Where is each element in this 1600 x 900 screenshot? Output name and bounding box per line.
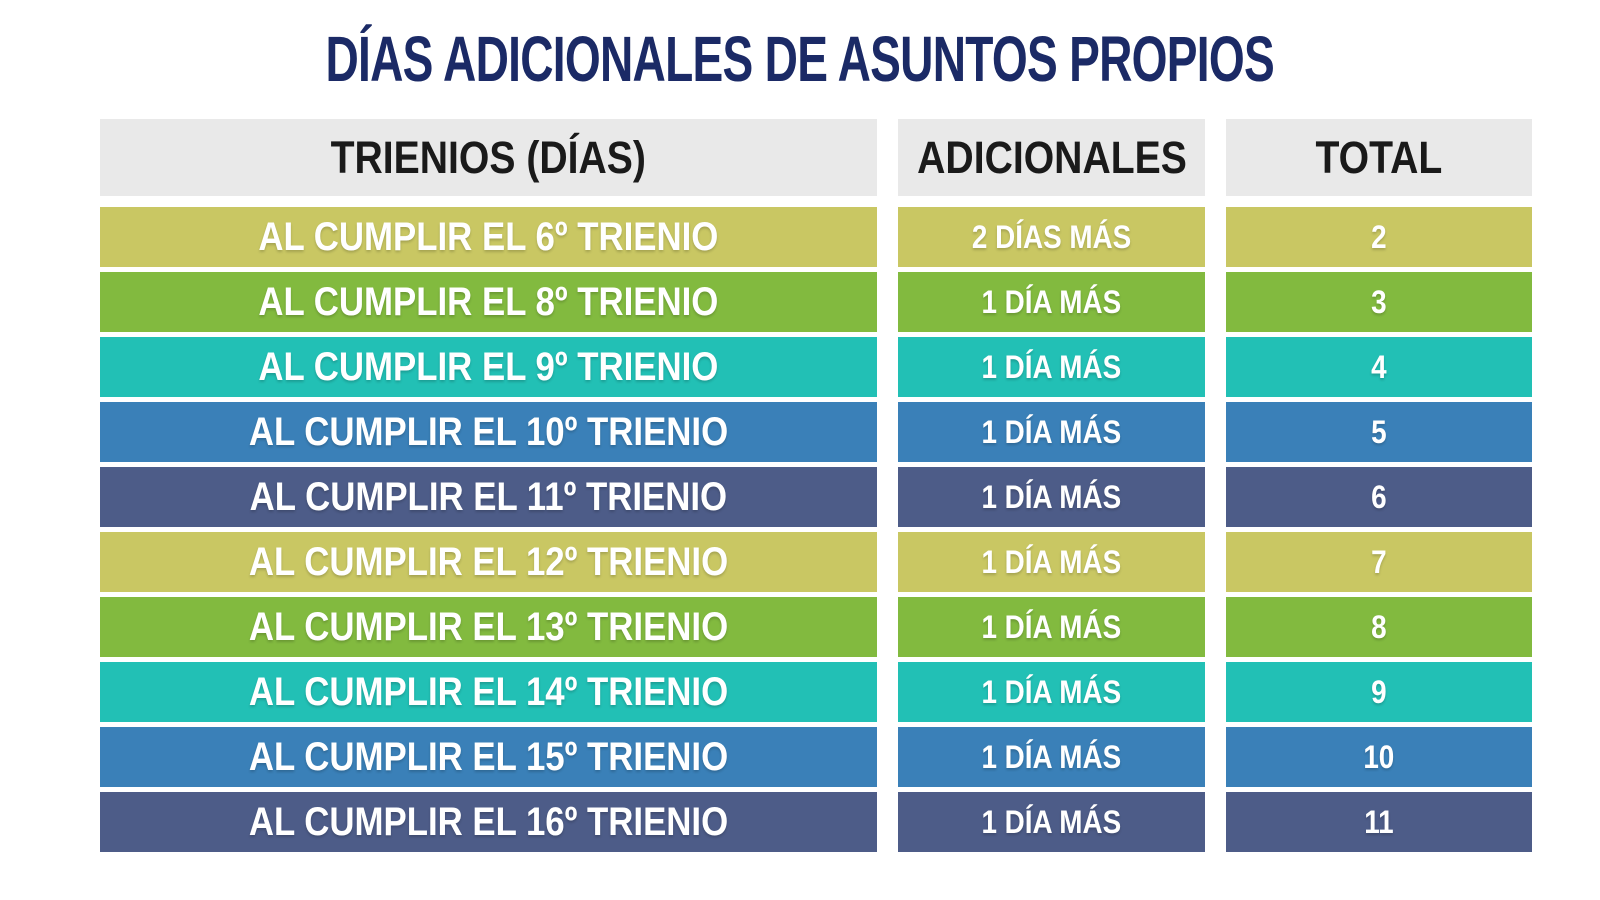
- adicionales-label: 1 DÍA MÁS: [981, 348, 1122, 385]
- table-row: AL CUMPLIR EL 11º TRIENIO 1 DÍA MÁS 6: [100, 467, 1532, 527]
- total-cell: 4: [1226, 337, 1532, 397]
- total-cell: 5: [1226, 402, 1532, 462]
- trienio-cell: AL CUMPLIR EL 6º TRIENIO: [100, 207, 877, 267]
- trienio-label: AL CUMPLIR EL 13º TRIENIO: [248, 604, 729, 649]
- adicionales-cell: 1 DÍA MÁS: [898, 532, 1205, 592]
- total-cell: 9: [1226, 662, 1532, 722]
- header-trienios-label: TRIENIOS (DÍAS): [330, 131, 647, 183]
- total-cell: 7: [1226, 532, 1532, 592]
- adicionales-cell: 2 DÍAS MÁS: [898, 207, 1205, 267]
- total-cell: 3: [1226, 272, 1532, 332]
- total-cell: 8: [1226, 597, 1532, 657]
- trienio-label: AL CUMPLIR EL 11º TRIENIO: [249, 474, 728, 519]
- page-title-text: DÍAS ADICIONALES DE ASUNTOS PROPIOS: [325, 23, 1275, 95]
- table-row: AL CUMPLIR EL 12º TRIENIO 1 DÍA MÁS 7: [100, 532, 1532, 592]
- trienio-label: AL CUMPLIR EL 10º TRIENIO: [248, 409, 729, 454]
- adicionales-label: 1 DÍA MÁS: [981, 478, 1122, 515]
- total-value: 3: [1371, 283, 1387, 320]
- trienio-label: AL CUMPLIR EL 6º TRIENIO: [258, 214, 719, 259]
- total-value: 8: [1371, 608, 1387, 645]
- header-total-label: TOTAL: [1315, 131, 1443, 183]
- adicionales-cell: 1 DÍA MÁS: [898, 337, 1205, 397]
- adicionales-label: 1 DÍA MÁS: [981, 283, 1122, 320]
- trienio-cell: AL CUMPLIR EL 15º TRIENIO: [100, 727, 877, 787]
- total-cell: 2: [1226, 207, 1532, 267]
- trienio-label: AL CUMPLIR EL 15º TRIENIO: [248, 734, 729, 779]
- total-value: 11: [1364, 803, 1394, 840]
- table-row: AL CUMPLIR EL 14º TRIENIO 1 DÍA MÁS 9: [100, 662, 1532, 722]
- total-value: 4: [1371, 348, 1387, 385]
- total-value: 5: [1371, 413, 1387, 450]
- trienio-cell: AL CUMPLIR EL 14º TRIENIO: [100, 662, 877, 722]
- page-title: DÍAS ADICIONALES DE ASUNTOS PROPIOS: [0, 22, 1600, 96]
- total-value: 9: [1371, 673, 1387, 710]
- trienio-cell: AL CUMPLIR EL 10º TRIENIO: [100, 402, 877, 462]
- header-cell-total: TOTAL: [1226, 119, 1532, 196]
- benefits-table: TRIENIOS (DÍAS) ADICIONALES TOTAL AL CUM…: [100, 119, 1532, 857]
- adicionales-label: 1 DÍA MÁS: [981, 673, 1122, 710]
- trienio-label: AL CUMPLIR EL 8º TRIENIO: [258, 279, 719, 324]
- trienio-label: AL CUMPLIR EL 14º TRIENIO: [248, 669, 729, 714]
- trienio-cell: AL CUMPLIR EL 9º TRIENIO: [100, 337, 877, 397]
- trienio-label: AL CUMPLIR EL 12º TRIENIO: [248, 539, 729, 584]
- trienio-label: AL CUMPLIR EL 16º TRIENIO: [248, 799, 729, 844]
- table-row: AL CUMPLIR EL 13º TRIENIO 1 DÍA MÁS 8: [100, 597, 1532, 657]
- trienio-cell: AL CUMPLIR EL 8º TRIENIO: [100, 272, 877, 332]
- total-cell: 11: [1226, 792, 1532, 852]
- trienio-cell: AL CUMPLIR EL 13º TRIENIO: [100, 597, 877, 657]
- total-value: 7: [1371, 543, 1387, 580]
- table-row: AL CUMPLIR EL 15º TRIENIO 1 DÍA MÁS 10: [100, 727, 1532, 787]
- adicionales-label: 1 DÍA MÁS: [981, 803, 1122, 840]
- header-cell-adicionales: ADICIONALES: [898, 119, 1205, 196]
- adicionales-label: 1 DÍA MÁS: [981, 413, 1122, 450]
- trienio-label: AL CUMPLIR EL 9º TRIENIO: [258, 344, 719, 389]
- table-body: AL CUMPLIR EL 6º TRIENIO 2 DÍAS MÁS 2 AL…: [100, 207, 1532, 852]
- adicionales-label: 1 DÍA MÁS: [981, 738, 1122, 775]
- table-row: AL CUMPLIR EL 6º TRIENIO 2 DÍAS MÁS 2: [100, 207, 1532, 267]
- adicionales-label: 2 DÍAS MÁS: [971, 218, 1132, 255]
- header-adicionales-label: ADICIONALES: [916, 131, 1187, 183]
- trienio-cell: AL CUMPLIR EL 12º TRIENIO: [100, 532, 877, 592]
- table-header-row: TRIENIOS (DÍAS) ADICIONALES TOTAL: [100, 119, 1532, 196]
- adicionales-label: 1 DÍA MÁS: [981, 543, 1122, 580]
- adicionales-cell: 1 DÍA MÁS: [898, 727, 1205, 787]
- adicionales-cell: 1 DÍA MÁS: [898, 467, 1205, 527]
- trienio-cell: AL CUMPLIR EL 16º TRIENIO: [100, 792, 877, 852]
- total-value: 2: [1371, 218, 1387, 255]
- adicionales-cell: 1 DÍA MÁS: [898, 272, 1205, 332]
- table-row: AL CUMPLIR EL 10º TRIENIO 1 DÍA MÁS 5: [100, 402, 1532, 462]
- adicionales-cell: 1 DÍA MÁS: [898, 662, 1205, 722]
- total-value: 6: [1371, 478, 1387, 515]
- table-row: AL CUMPLIR EL 9º TRIENIO 1 DÍA MÁS 4: [100, 337, 1532, 397]
- adicionales-cell: 1 DÍA MÁS: [898, 792, 1205, 852]
- table-row: AL CUMPLIR EL 8º TRIENIO 1 DÍA MÁS 3: [100, 272, 1532, 332]
- adicionales-cell: 1 DÍA MÁS: [898, 597, 1205, 657]
- adicionales-label: 1 DÍA MÁS: [981, 608, 1122, 645]
- total-cell: 10: [1226, 727, 1532, 787]
- header-cell-trienios: TRIENIOS (DÍAS): [100, 119, 877, 196]
- trienio-cell: AL CUMPLIR EL 11º TRIENIO: [100, 467, 877, 527]
- total-cell: 6: [1226, 467, 1532, 527]
- adicionales-cell: 1 DÍA MÁS: [898, 402, 1205, 462]
- table-row: AL CUMPLIR EL 16º TRIENIO 1 DÍA MÁS 11: [100, 792, 1532, 852]
- total-value: 10: [1363, 738, 1395, 775]
